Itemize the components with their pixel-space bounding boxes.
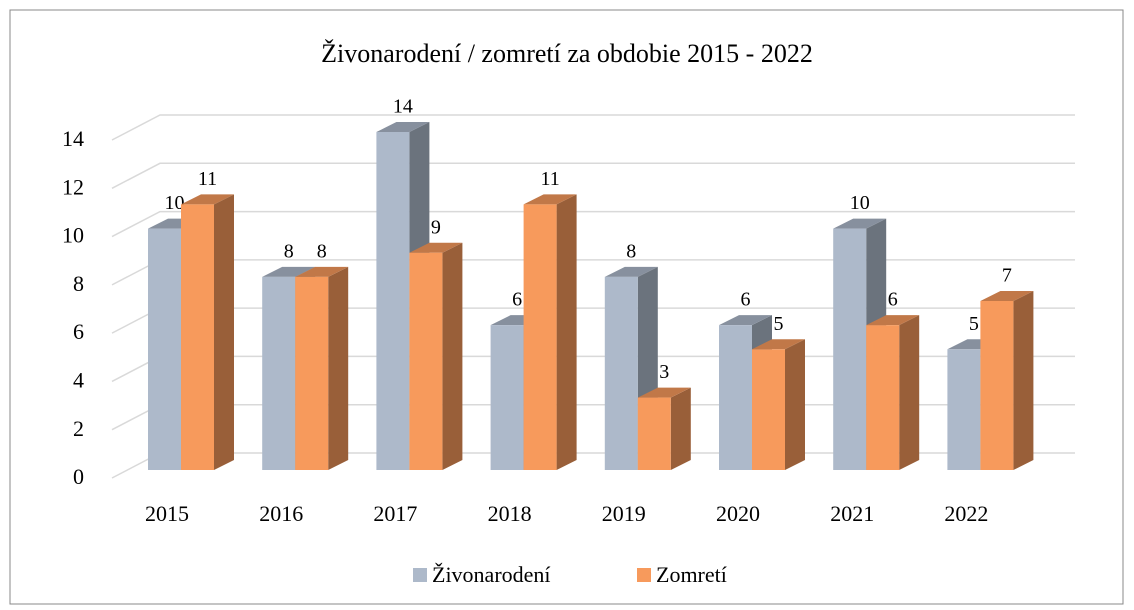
bar-side (785, 339, 805, 470)
y-tick-label: 6 (73, 319, 84, 344)
bar-top (866, 315, 920, 326)
chart-title: Živonarodení / zomretí za obdobie 2015 -… (321, 39, 813, 68)
legend-label: Živonarodení (432, 562, 551, 587)
bar-top (262, 266, 316, 277)
y-tick-label: 14 (62, 126, 84, 151)
bar (637, 397, 671, 470)
grid-line (111, 210, 1075, 238)
data-label: 8 (626, 240, 636, 262)
bar-side (899, 315, 920, 470)
bar-side (556, 194, 577, 470)
bar-side (670, 387, 691, 470)
legend-swatch (637, 568, 651, 582)
y-tick-label: 8 (73, 271, 84, 296)
bar-side (1013, 291, 1034, 470)
data-label: 10 (850, 192, 870, 214)
bar (148, 228, 181, 470)
bar-top (980, 291, 1034, 301)
bar-top (719, 315, 772, 326)
data-label: 11 (198, 168, 217, 190)
data-label: 8 (317, 240, 327, 262)
bar-top (181, 194, 234, 205)
legend-label: Zomretí (656, 562, 727, 587)
bar (833, 228, 867, 470)
bar-top (409, 242, 463, 253)
grid-line (111, 162, 1075, 189)
data-label: 6 (888, 289, 898, 311)
data-label: 7 (1002, 265, 1012, 287)
y-tick-label: 10 (62, 223, 84, 248)
x-tick-label: 2018 (488, 501, 532, 526)
bar-top (376, 122, 430, 132)
bar-side (214, 194, 234, 470)
bar (376, 132, 410, 470)
bar (490, 325, 524, 470)
y-tick-label: 12 (62, 174, 84, 199)
x-tick-label: 2021 (830, 501, 874, 526)
x-tick-label: 2015 (145, 501, 189, 526)
grid-line (111, 114, 1075, 141)
bar (980, 301, 1014, 470)
data-label: 8 (284, 240, 294, 262)
bar (719, 325, 752, 470)
legend-swatch (413, 568, 427, 582)
bars: 2015 10 11 2016 8 8 2017 14 9 2018 6 11 2019 8 3 2020 6 5… (145, 96, 1034, 526)
bar-top (523, 194, 577, 205)
data-label: 11 (540, 168, 559, 190)
bar (181, 204, 214, 470)
legend: Živonarodení Zomretí (413, 562, 727, 587)
bar (409, 252, 443, 470)
data-label: 6 (741, 289, 751, 311)
x-tick-label: 2016 (259, 501, 303, 526)
bar-top (604, 266, 658, 277)
bar-side (328, 266, 349, 470)
bar-side (442, 242, 463, 470)
data-label: 6 (512, 289, 522, 311)
bar (752, 349, 785, 470)
y-tick-label: 2 (73, 416, 84, 441)
data-label: 9 (431, 216, 441, 238)
bar-top (295, 266, 349, 277)
bar (523, 204, 557, 470)
data-label: 5 (969, 313, 979, 335)
bar (295, 276, 329, 470)
y-tick-label: 0 (73, 464, 84, 489)
data-label: 10 (165, 192, 185, 214)
data-label: 5 (774, 313, 784, 335)
x-tick-label: 2022 (944, 501, 988, 526)
data-label: 14 (393, 96, 413, 118)
y-tick-label: 4 (73, 367, 84, 392)
bar (866, 325, 900, 470)
data-label: 3 (659, 361, 669, 383)
x-tick-label: 2017 (373, 501, 417, 526)
bar (262, 276, 296, 470)
bar-top (833, 218, 887, 229)
x-tick-label: 2020 (716, 501, 760, 526)
bar (604, 276, 638, 470)
bar (947, 349, 981, 470)
x-tick-label: 2019 (602, 501, 646, 526)
bar-top (637, 387, 691, 398)
bar-top (752, 339, 805, 350)
